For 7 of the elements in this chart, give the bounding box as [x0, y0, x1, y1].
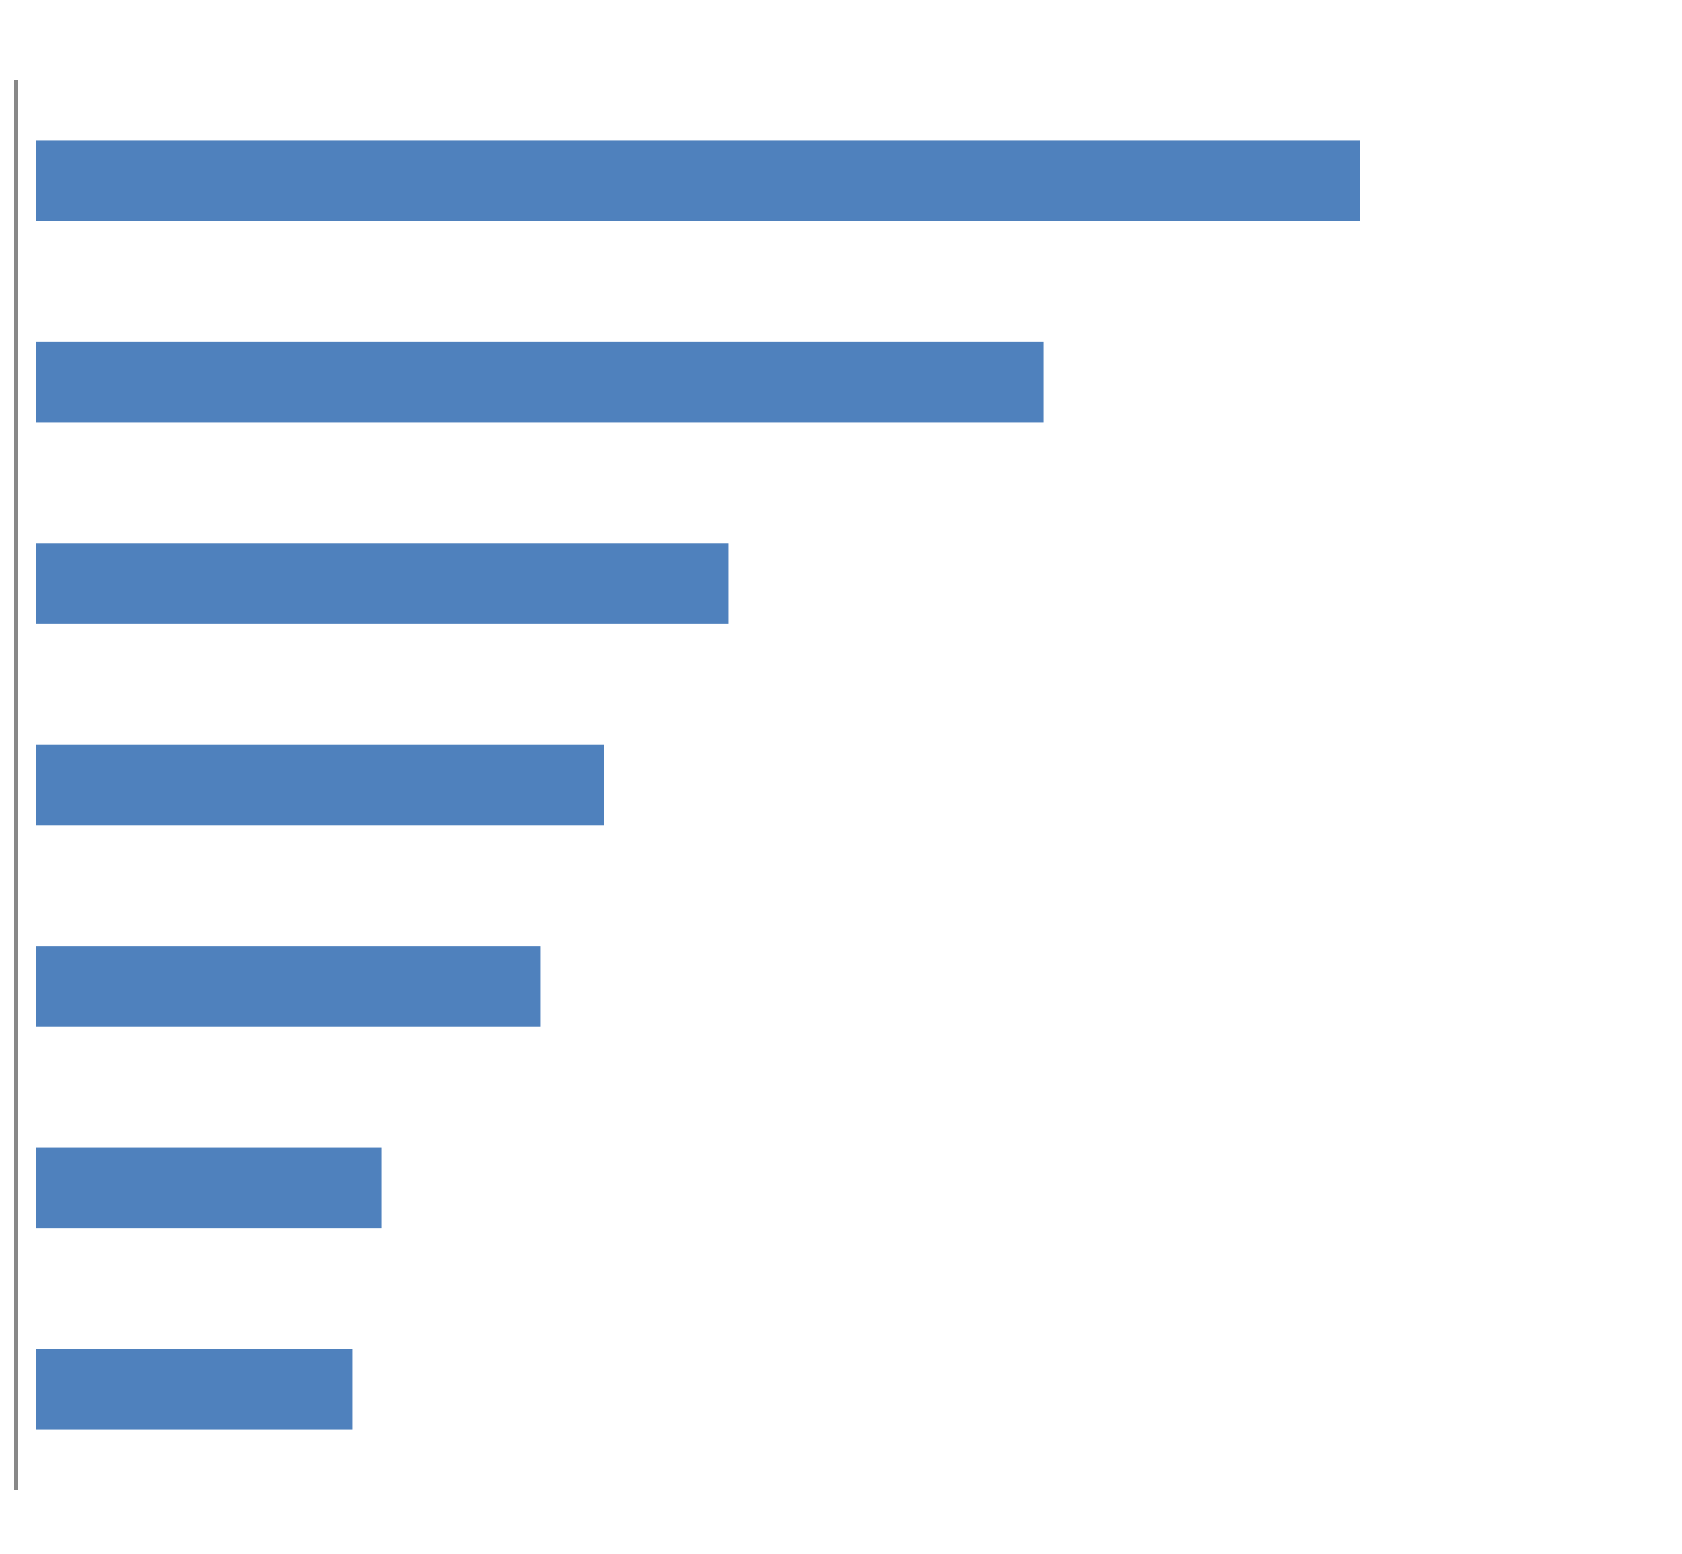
bar — [36, 744, 604, 826]
bar — [36, 341, 1044, 423]
bar — [36, 946, 541, 1027]
bar — [36, 1349, 353, 1430]
bar — [36, 1147, 382, 1229]
bar — [36, 543, 729, 624]
bar — [36, 140, 1360, 221]
